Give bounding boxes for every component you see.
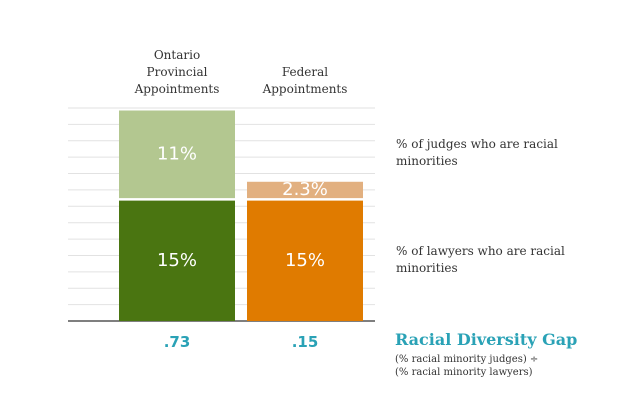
series-label: % of judges who are racial minorities — [396, 137, 558, 169]
gap-value: .15 — [292, 333, 319, 351]
value-label: 15% — [157, 250, 197, 271]
bar-segment — [247, 181, 363, 199]
value-label: 2.3% — [282, 179, 328, 200]
bar-segment — [119, 110, 235, 199]
bar-segment — [119, 200, 235, 321]
category-label: Federal Appointments — [262, 65, 348, 96]
value-label: 11% — [157, 144, 197, 165]
gap-note: (% racial minority judges) ÷ — [395, 354, 539, 365]
gap-value: .73 — [164, 333, 191, 351]
category-label: Ontario Provincial Appointments — [134, 48, 220, 96]
gap-note: (% racial minority lawyers) — [395, 367, 533, 378]
bar-segment — [247, 200, 363, 321]
value-label: 15% — [285, 250, 325, 271]
gap-title: Racial Diversity Gap — [395, 330, 578, 349]
series-label: % of lawyers who are racial minorities — [396, 243, 565, 275]
